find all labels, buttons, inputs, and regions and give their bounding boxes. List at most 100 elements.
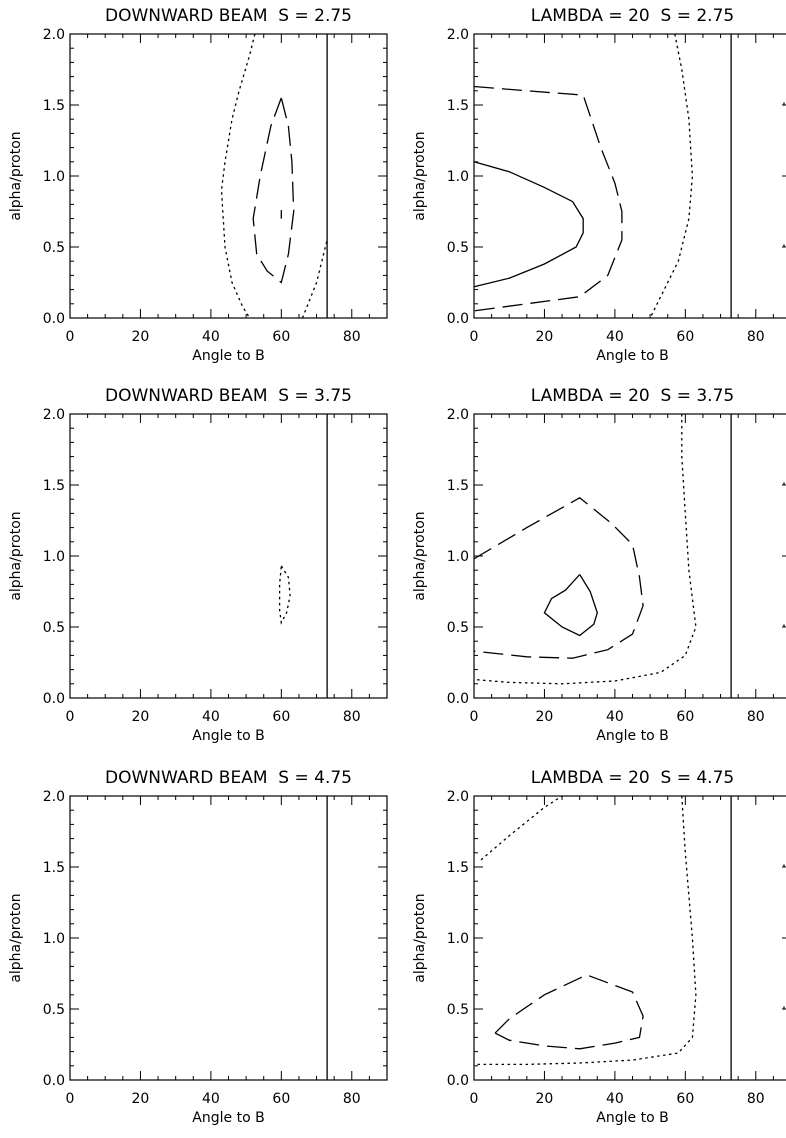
dotted-contour-line xyxy=(278,565,291,625)
x-tick-label: 0 xyxy=(66,329,75,345)
y-tick-label: 0.0 xyxy=(447,311,469,327)
x-tick-label: 20 xyxy=(132,329,150,345)
y-tick-label: 0.5 xyxy=(447,620,469,636)
solid-contour-line xyxy=(543,574,598,637)
x-tick-label: 40 xyxy=(606,709,624,725)
dotted-contour-line xyxy=(301,239,328,319)
y-tick-label: 1.0 xyxy=(447,931,469,947)
x-tick-label: 40 xyxy=(606,329,624,345)
contour-panel: DOWNWARD BEAM S = 4.75 0 20 40 60 80 0.0 0.5 1.0… xyxy=(8,768,388,1126)
x-tick-label: 20 xyxy=(132,1091,150,1107)
dotted-contour-line xyxy=(473,414,697,685)
x-axis-label: Angle to B xyxy=(596,348,668,364)
x-tick-label: 40 xyxy=(606,1091,624,1107)
y-tick-label: 0.0 xyxy=(447,691,469,707)
x-tick-label: 40 xyxy=(202,1091,220,1107)
x-tick-label: 20 xyxy=(536,329,554,345)
plot-frame xyxy=(473,33,786,319)
x-tick-label: 0 xyxy=(66,1091,75,1107)
y-tick-label: 0.0 xyxy=(43,691,65,707)
contour-panel: DOWNWARD BEAM S = 2.75 0 20 40 60 80 0.0 0.5 1.0… xyxy=(8,6,388,364)
contour-panel: LAMBDA = 20 S = 3.75 0 20 40 60 80 0.0 0.5 1.0 1.… xyxy=(412,386,786,744)
x-tick-label: 20 xyxy=(536,709,554,725)
contour-panel: LAMBDA = 20 S = 4.75 0 20 40 60 80 0.0 0.5 1.0 1.… xyxy=(412,768,786,1126)
x-tick-label: 60 xyxy=(272,329,290,345)
x-axis-label: Angle to B xyxy=(596,1110,668,1126)
y-tick-label: 0.5 xyxy=(43,240,65,256)
y-tick-label: 0.0 xyxy=(43,311,65,327)
x-tick-label: 0 xyxy=(66,709,75,725)
x-tick-label: 80 xyxy=(343,329,361,345)
plot-frame xyxy=(473,413,786,699)
plot-frame xyxy=(69,413,388,699)
dotted-contour-line xyxy=(220,33,256,319)
y-tick-label: 1.5 xyxy=(43,98,65,114)
dotted-contour-line xyxy=(649,33,694,319)
dashed-contour-line xyxy=(473,497,644,659)
y-tick-label: 2.0 xyxy=(447,27,469,43)
panel-title: DOWNWARD BEAM S = 3.75 xyxy=(105,386,352,406)
contour-panel: LAMBDA = 20 S = 2.75 0 20 40 60 80 0.0 0.5 1.0 1.… xyxy=(412,6,786,364)
dotted-contour-line xyxy=(474,795,697,1066)
y-tick-label: 1.5 xyxy=(447,98,469,114)
y-axis-label: alpha/proton xyxy=(412,131,428,220)
x-tick-label: 80 xyxy=(747,329,765,345)
contour-panel: DOWNWARD BEAM S = 3.75 0 20 40 60 80 0.0 0.5 1.0… xyxy=(8,386,388,744)
x-tick-label: 60 xyxy=(272,1091,290,1107)
dashed-contour-line xyxy=(252,97,295,284)
x-axis-label: Angle to B xyxy=(192,1110,264,1126)
x-tick-label: 80 xyxy=(343,1091,361,1107)
y-tick-label: 0.5 xyxy=(447,1002,469,1018)
panel-title: LAMBDA = 20 S = 2.75 xyxy=(531,6,734,26)
plot-frame xyxy=(69,795,388,1081)
x-tick-label: 60 xyxy=(272,709,290,725)
plot-frame xyxy=(473,795,786,1081)
y-tick-label: 1.5 xyxy=(43,478,65,494)
panel-title: LAMBDA = 20 S = 3.75 xyxy=(531,386,734,406)
x-axis-label: Angle to B xyxy=(192,728,264,744)
y-tick-label: 0.5 xyxy=(43,620,65,636)
y-tick-label: 1.0 xyxy=(43,169,65,185)
x-tick-label: 80 xyxy=(747,709,765,725)
x-tick-label: 60 xyxy=(676,1091,694,1107)
x-tick-label: 0 xyxy=(470,329,479,345)
panel-title: LAMBDA = 20 S = 4.75 xyxy=(531,768,734,788)
y-tick-label: 0.0 xyxy=(447,1073,469,1089)
y-axis-label: alpha/proton xyxy=(412,511,428,600)
y-tick-label: 1.5 xyxy=(43,860,65,876)
y-axis-label: alpha/proton xyxy=(8,511,24,600)
y-tick-label: 1.5 xyxy=(447,478,469,494)
x-tick-label: 60 xyxy=(676,329,694,345)
y-tick-label: 1.5 xyxy=(447,860,469,876)
y-axis-label: alpha/proton xyxy=(8,131,24,220)
y-tick-label: 1.0 xyxy=(447,549,469,565)
solid-contour-line xyxy=(473,161,584,288)
y-tick-label: 2.0 xyxy=(43,27,65,43)
dotted-contour-line xyxy=(480,795,563,861)
y-tick-label: 2.0 xyxy=(447,407,469,423)
x-tick-label: 60 xyxy=(676,709,694,725)
dashed-contour-line xyxy=(494,974,644,1050)
x-tick-label: 20 xyxy=(132,709,150,725)
y-tick-label: 1.0 xyxy=(43,549,65,565)
y-tick-label: 2.0 xyxy=(43,407,65,423)
y-tick-label: 0.5 xyxy=(447,240,469,256)
x-tick-label: 0 xyxy=(470,709,479,725)
x-tick-label: 80 xyxy=(343,709,361,725)
y-tick-label: 2.0 xyxy=(43,789,65,805)
y-tick-label: 1.0 xyxy=(447,169,469,185)
y-tick-label: 2.0 xyxy=(447,789,469,805)
x-tick-label: 80 xyxy=(747,1091,765,1107)
plot-frame xyxy=(69,33,388,319)
x-axis-label: Angle to B xyxy=(596,728,668,744)
panel-title: DOWNWARD BEAM S = 2.75 xyxy=(105,6,352,26)
y-tick-label: 0.5 xyxy=(43,1002,65,1018)
y-tick-label: 1.0 xyxy=(43,931,65,947)
x-tick-label: 40 xyxy=(202,329,220,345)
panel-title: DOWNWARD BEAM S = 4.75 xyxy=(105,768,352,788)
y-axis-label: alpha/proton xyxy=(412,893,428,982)
dashed-contour-line xyxy=(473,85,623,312)
x-tick-label: 40 xyxy=(202,709,220,725)
x-tick-label: 20 xyxy=(536,1091,554,1107)
